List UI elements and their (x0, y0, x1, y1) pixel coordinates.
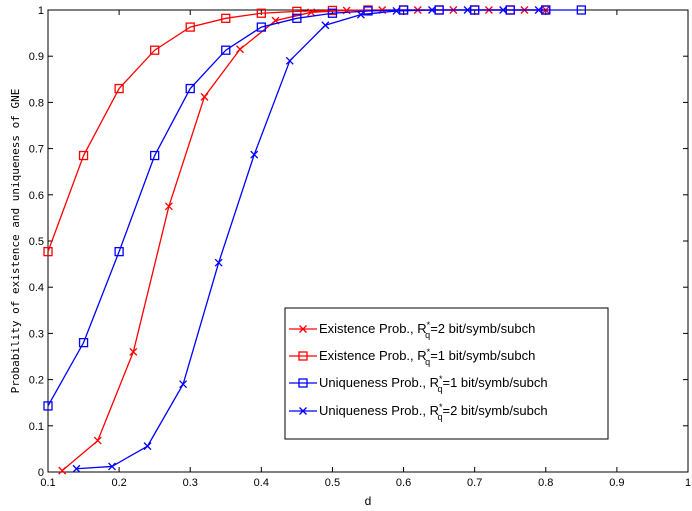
legend-swatch-marker (298, 351, 308, 361)
legend-label-sub: q (437, 412, 442, 422)
y-tick-label: 0.8 (29, 97, 44, 109)
data-point (221, 45, 231, 55)
data-point (428, 6, 436, 14)
y-tick-label: 0.3 (29, 328, 44, 340)
legend-label: Uniqueness Prob., R* q=1 bit/symb/subch (319, 374, 548, 394)
data-point (114, 83, 124, 94)
y-tick-label: 0.6 (29, 190, 44, 202)
data-point (256, 22, 266, 32)
data-point (534, 6, 543, 14)
legend-entry-2: Existence Prob., R* q=1 bit/symb/subch (289, 347, 535, 367)
legend: Existence Prob., R* q=2 bit/symb/subchExi… (284, 307, 609, 440)
x-tick-label: 0.7 (467, 477, 482, 489)
x-tick-label: 0.1 (40, 477, 55, 489)
x-tick-label: 0.6 (396, 477, 411, 489)
y-tick-label: 1 (38, 5, 44, 17)
data-point (78, 337, 89, 348)
x-tick-label: 0.9 (609, 477, 624, 489)
y-tick-label: 0.4 (29, 282, 44, 294)
legend-label-sup: * (439, 402, 443, 412)
legend-label: Existence Prob., R* q=1 bit/symb/subch (319, 347, 535, 367)
x-tick-label: 0.2 (111, 477, 126, 489)
data-point (43, 246, 53, 257)
legend-box (284, 307, 609, 440)
legend-swatch-marker (299, 325, 307, 333)
legend-label-rest: =1 bit/symb/subch (442, 375, 547, 390)
y-tick-label: 0.5 (29, 236, 44, 248)
series-layer (43, 5, 586, 475)
legend-label-sub: q (425, 357, 430, 367)
data-point (250, 150, 259, 159)
series-line (76, 9, 539, 470)
data-point (541, 5, 551, 15)
data-point (164, 202, 173, 211)
tick-labels: 0.1 0.2 0.3 0.4 0.5 0.6 0.7 0.8 0.9 100.10.20.30.… (29, 5, 691, 489)
y-tick-label: 0.7 (29, 144, 44, 156)
legend-entry-1: Existence Prob., R* q=2 bit/symb/subch (289, 320, 535, 340)
legend-label-main: Uniqueness Prob., R (319, 375, 439, 390)
x-axis-label: d (365, 494, 372, 508)
legend-entry-3: Uniqueness Prob., R* q=1 bit/symb/subch (289, 374, 548, 394)
data-point (463, 6, 472, 14)
data-point (179, 380, 188, 389)
y-tick-label: 0.2 (29, 375, 44, 387)
legend-label-rest: =1 bit/symb/subch (430, 348, 535, 363)
legend-label-sup: * (439, 374, 443, 384)
y-tick-label: 0.1 (29, 421, 44, 433)
x-tick-label: 0.8 (538, 477, 553, 489)
legend-entry-4: Uniqueness Prob., R* q=2 bit/symb/subch (289, 402, 548, 422)
data-point (43, 401, 53, 411)
data-point (292, 6, 302, 17)
data-point (221, 13, 231, 23)
data-point (108, 462, 116, 471)
legend-label-sup: * (427, 320, 431, 330)
data-point (150, 150, 160, 161)
legend-label-sup: * (427, 347, 431, 357)
data-point (356, 10, 365, 19)
data-point (185, 83, 195, 94)
data-point (93, 436, 102, 445)
data-point (78, 150, 89, 161)
x-tick-label: 0.3 (183, 477, 198, 489)
x-tick-label: 0.5 (325, 477, 340, 489)
legend-label-rest: =2 bit/symb/subch (430, 321, 535, 336)
data-point (200, 92, 209, 101)
data-point (256, 8, 266, 18)
data-point (143, 442, 152, 451)
data-point (185, 22, 195, 32)
data-point (150, 45, 160, 55)
data-point (292, 13, 302, 23)
legend-label-main: Existence Prob., R (319, 348, 427, 363)
data-point (392, 6, 401, 15)
x-tick-label: 1 (685, 477, 691, 489)
data-point (499, 6, 508, 14)
data-point (114, 246, 124, 257)
data-point (236, 45, 244, 54)
series-4 (72, 6, 543, 473)
legend-label-main: Existence Prob., R (319, 321, 427, 336)
legend-label-main: Uniqueness Prob., R (319, 403, 439, 418)
data-point (214, 258, 223, 267)
data-point (285, 56, 294, 65)
x-tick-label: 0.4 (254, 477, 269, 489)
legend-label-rest: =2 bit/symb/subch (442, 403, 547, 418)
data-point (576, 5, 586, 15)
legend-label-sub: q (437, 384, 442, 394)
y-axis-label: Probability of existence and uniqueness … (9, 89, 22, 394)
data-point (129, 347, 138, 356)
data-point (321, 21, 330, 30)
legend-swatch-marker (298, 378, 308, 388)
data-point (58, 466, 67, 475)
legend-label-sub: q (425, 330, 430, 340)
y-tick-label: 0 (38, 467, 44, 479)
y-tick-label: 0.9 (29, 51, 44, 63)
legend-swatch-marker (299, 407, 307, 415)
data-point (72, 464, 81, 473)
legend-label: Existence Prob., R* q=2 bit/symb/subch (319, 320, 535, 340)
legend-label: Uniqueness Prob., R* q=2 bit/symb/subch (319, 402, 548, 422)
data-point (327, 8, 338, 18)
data-point (307, 8, 316, 17)
